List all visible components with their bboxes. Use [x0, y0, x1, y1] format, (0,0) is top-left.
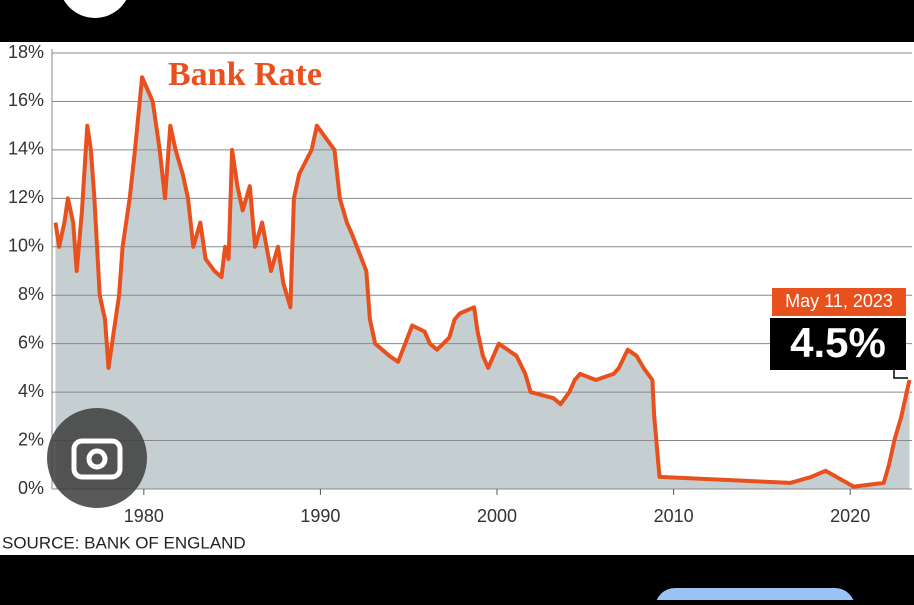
y-tick-label: 16%	[8, 90, 44, 110]
y-tick-label: 14%	[8, 139, 44, 159]
lens-circle[interactable]	[47, 408, 147, 508]
bottom-pill-button[interactable]	[655, 588, 855, 605]
annotation-date-box	[772, 288, 906, 316]
annotation-connector	[893, 370, 908, 379]
chart-title: Bank Rate	[168, 56, 322, 93]
y-tick-label: 2%	[18, 429, 44, 449]
x-tick-label: 2000	[477, 506, 517, 526]
annotation-date: May 11, 2023	[785, 291, 893, 311]
lens-button[interactable]	[47, 408, 147, 508]
y-tick-label: 4%	[18, 381, 44, 401]
annotation: May 11, 2023 4.5%	[770, 288, 908, 379]
line	[53, 75, 912, 489]
y-tick-label: 18%	[8, 42, 44, 62]
annotation-value: 4.5%	[790, 319, 886, 366]
x-tick-label: 2010	[654, 506, 694, 526]
y-tick-label: 10%	[8, 236, 44, 256]
y-tick-label: 6%	[18, 332, 44, 352]
camera-icon	[71, 438, 123, 480]
y-tick-label: 12%	[8, 187, 44, 207]
source-note: SOURCE: BANK OF ENGLAND	[2, 533, 246, 552]
top-icon[interactable]	[59, 0, 131, 18]
area	[55, 77, 910, 489]
top-bar	[0, 0, 914, 42]
y-tick-label: 8%	[18, 284, 44, 304]
y-tick-label: 0%	[18, 478, 44, 498]
x-tick-label: 1980	[124, 506, 164, 526]
x-tick-label: 2020	[830, 506, 870, 526]
x-tick-label: 1990	[300, 506, 340, 526]
camera-lens	[86, 448, 108, 470]
annotation-value-box	[770, 318, 906, 370]
